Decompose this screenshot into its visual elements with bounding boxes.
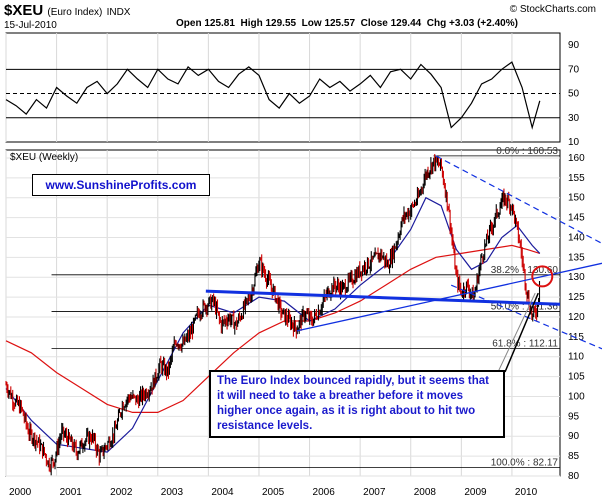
stockcharts-credit: © StockCharts.com: [509, 4, 596, 15]
rsi-y-tick-label: 50: [568, 89, 580, 100]
rsi-line: [5, 61, 541, 130]
fib-level-label: 50.0% : 121.36: [491, 302, 559, 313]
fib-level-label: 100.0% : 82.17: [491, 457, 559, 468]
x-tick-label: 2010: [515, 487, 538, 498]
price-y-tick-label: 110: [568, 352, 584, 363]
x-tick-label: 2002: [110, 487, 133, 498]
callout-pointer-shadow: [497, 292, 536, 373]
price-y-tick-label: 150: [568, 193, 585, 204]
website-link[interactable]: www.SunshineProfits.com: [32, 174, 210, 196]
price-y-tick-label: 120: [568, 312, 585, 323]
low-label: Low: [301, 18, 322, 29]
price-y-tick-label: 125: [568, 292, 585, 303]
high-value: 129.55: [265, 18, 297, 29]
low-value: 125.57: [324, 18, 356, 29]
price-y-tick-label: 90: [568, 431, 580, 442]
open-label: Open: [176, 18, 202, 29]
close-value: 129.44: [390, 18, 422, 29]
symbol: $XEU: [4, 2, 44, 19]
chart-date: 15-Jul-2010: [4, 20, 57, 31]
open-value: 125.81: [204, 18, 235, 29]
fib-level-label: 61.8% : 112.11: [492, 338, 558, 349]
x-tick-label: 2000: [9, 487, 32, 498]
chart-title: $XEU (Euro Index) INDX: [4, 2, 130, 19]
rsi-panel-frame: [5, 32, 561, 143]
x-tick-label: 2006: [313, 487, 336, 498]
support-trendline-thick: [205, 289, 561, 306]
price-y-tick-label: 130: [568, 272, 585, 283]
highlight-circle: [531, 265, 554, 288]
price-y-tick-label: 160: [568, 153, 585, 164]
x-tick-label: 2001: [60, 487, 83, 498]
x-tick-label: 2008: [414, 487, 437, 498]
x-tick-label: 2003: [161, 487, 184, 498]
price-y-tick-label: 135: [568, 252, 585, 263]
lower-channel-line: [450, 284, 602, 350]
callout-pointer: [504, 292, 539, 373]
price-y-tick-label: 105: [568, 372, 585, 383]
close-label: Close: [360, 18, 388, 29]
price-y-tick-label: 85: [568, 451, 580, 462]
fib-level-label: 0.0% : 160.53: [496, 146, 558, 157]
annotation-box: The Euro Index bounced rapidly, but it s…: [209, 370, 505, 438]
x-tick-label: 2004: [211, 487, 234, 498]
high-label: High: [240, 18, 263, 29]
price-y-tick-label: 145: [568, 213, 585, 224]
price-y-tick-label: 100: [568, 391, 585, 402]
rsi-y-tick-label: 30: [568, 113, 580, 124]
rsi-y-tick-label: 10: [568, 137, 580, 148]
x-tick-label: 2005: [262, 487, 285, 498]
exchange: INDX: [106, 7, 131, 18]
chg-value: +3.03 (+2.40%): [449, 18, 518, 29]
price-y-tick-label: 80: [568, 471, 580, 482]
price-y-tick-label: 95: [568, 411, 580, 422]
upper-channel-line: [435, 155, 602, 244]
chg-label: Chg: [426, 18, 447, 29]
index-name: (Euro Index): [47, 7, 103, 18]
price-y-tick-label: 155: [568, 173, 585, 184]
rsi-y-tick-label: 70: [568, 64, 580, 75]
price-y-tick-label: 140: [568, 232, 585, 243]
price-panel-label: $XEU (Weekly): [10, 152, 78, 163]
quote-bar: Open 125.81 High 129.55 Low 125.57 Close…: [176, 18, 518, 29]
x-tick-label: 2009: [464, 487, 487, 498]
rsi-y-tick-label: 90: [568, 40, 580, 51]
x-tick-label: 2007: [363, 487, 386, 498]
